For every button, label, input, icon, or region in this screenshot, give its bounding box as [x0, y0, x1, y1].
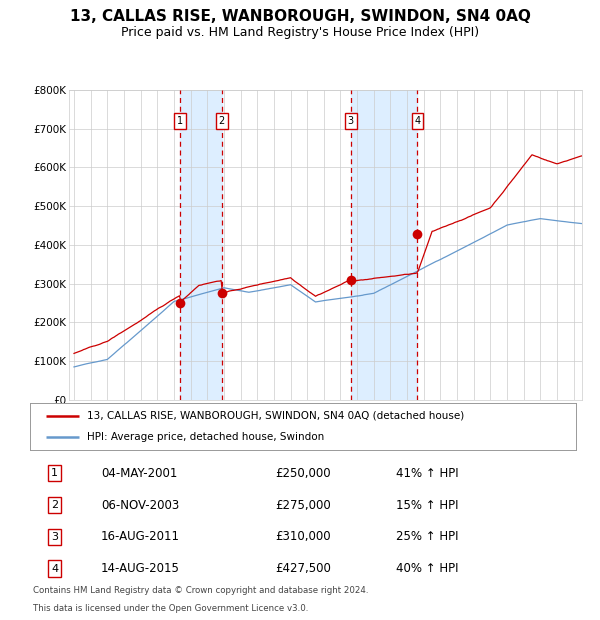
Text: £275,000: £275,000: [276, 498, 331, 511]
Text: 41% ↑ HPI: 41% ↑ HPI: [396, 467, 458, 480]
Bar: [180, 90, 222, 400]
Text: This data is licensed under the Open Government Licence v3.0.: This data is licensed under the Open Gov…: [33, 604, 308, 614]
Text: 15% ↑ HPI: 15% ↑ HPI: [396, 498, 458, 511]
Text: 3: 3: [51, 532, 58, 542]
Bar: [351, 90, 418, 400]
Text: 06-NOV-2003: 06-NOV-2003: [101, 498, 179, 511]
Text: 40% ↑ HPI: 40% ↑ HPI: [396, 562, 458, 575]
Text: 4: 4: [51, 564, 58, 574]
Text: 16-AUG-2011: 16-AUG-2011: [101, 530, 180, 543]
Text: 3: 3: [348, 116, 354, 126]
Text: 1: 1: [51, 468, 58, 478]
Text: 2: 2: [51, 500, 58, 510]
Text: Contains HM Land Registry data © Crown copyright and database right 2024.: Contains HM Land Registry data © Crown c…: [33, 586, 368, 595]
Text: Price paid vs. HM Land Registry's House Price Index (HPI): Price paid vs. HM Land Registry's House …: [121, 26, 479, 39]
Text: 4: 4: [415, 116, 421, 126]
Text: HPI: Average price, detached house, Swindon: HPI: Average price, detached house, Swin…: [88, 432, 325, 442]
Text: 1: 1: [177, 116, 183, 126]
Text: £250,000: £250,000: [276, 467, 331, 480]
Text: £310,000: £310,000: [276, 530, 331, 543]
Text: 13, CALLAS RISE, WANBOROUGH, SWINDON, SN4 0AQ (detached house): 13, CALLAS RISE, WANBOROUGH, SWINDON, SN…: [88, 410, 464, 420]
Text: £427,500: £427,500: [276, 562, 332, 575]
Text: 04-MAY-2001: 04-MAY-2001: [101, 467, 178, 480]
Text: 14-AUG-2015: 14-AUG-2015: [101, 562, 180, 575]
Text: 25% ↑ HPI: 25% ↑ HPI: [396, 530, 458, 543]
Text: 2: 2: [218, 116, 225, 126]
Text: 13, CALLAS RISE, WANBOROUGH, SWINDON, SN4 0AQ: 13, CALLAS RISE, WANBOROUGH, SWINDON, SN…: [70, 9, 530, 24]
